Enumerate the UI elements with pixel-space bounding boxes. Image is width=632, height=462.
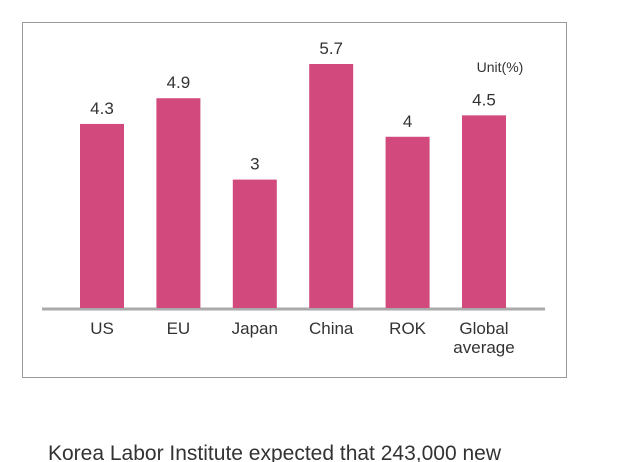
- chart-frame: [22, 22, 567, 378]
- bar: [156, 98, 201, 309]
- value-label: 3: [250, 155, 259, 174]
- value-label: 4: [403, 112, 412, 131]
- x-tick-label: China: [308, 319, 354, 338]
- x-tick-label: EU: [166, 319, 191, 338]
- caption: Korea Labor Institute expected that 243,…: [48, 442, 501, 462]
- bar: [232, 179, 277, 308]
- x-tick-label: US: [90, 319, 114, 338]
- x-tick-label: ROK: [389, 319, 427, 338]
- bar: [462, 115, 506, 308]
- value-label: 4.3: [90, 99, 114, 118]
- bar: [80, 123, 124, 308]
- value-label: 5.7: [319, 39, 343, 58]
- bar: [309, 64, 354, 308]
- value-label: 4.9: [167, 73, 191, 92]
- x-tick-label: Japan: [231, 319, 278, 338]
- unit-label: Unit(%): [477, 59, 524, 75]
- bar: [385, 136, 430, 308]
- value-label: 4.5: [472, 90, 496, 109]
- x-tick-label: Global average: [453, 319, 515, 357]
